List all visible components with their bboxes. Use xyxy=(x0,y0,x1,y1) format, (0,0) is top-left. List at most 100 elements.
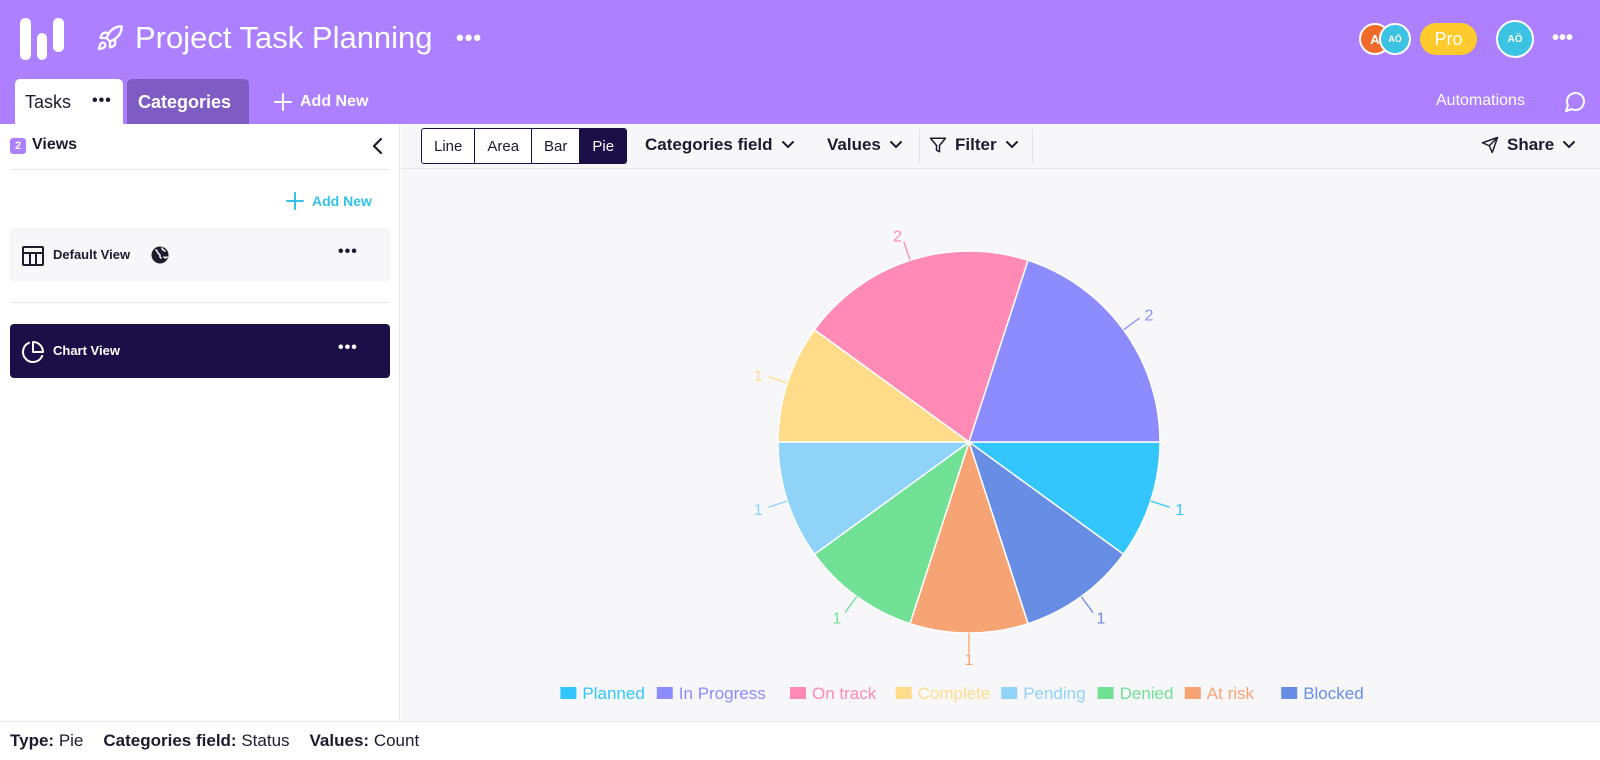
rocket-icon xyxy=(97,25,123,51)
pie-slice-pending[interactable] xyxy=(777,441,972,556)
footer-type: Type: Pie xyxy=(10,731,83,751)
legend-swatch[interactable] xyxy=(1097,687,1114,699)
chart-summary-bar: Type: Pie Categories field: Status Value… xyxy=(0,721,1600,760)
legend-label[interactable]: Planned xyxy=(582,684,644,703)
pie-label-line xyxy=(768,376,788,384)
views-sidebar: 2 Views Add New Default View ••• Chart V… xyxy=(0,124,400,721)
legend-swatch[interactable] xyxy=(790,687,806,699)
chevron-down-icon xyxy=(1005,141,1018,149)
legend-swatch[interactable] xyxy=(656,687,673,699)
page-title[interactable]: Project Task Planning xyxy=(135,20,433,55)
chart-type-line[interactable]: Line xyxy=(422,129,476,163)
app-header: Project Task Planning ••• A AÖ Pro AÖ ••… xyxy=(0,0,1600,124)
footer-categories-value: Status xyxy=(241,731,290,750)
chart-panel: Line Area Bar Pie Categories field Value… xyxy=(401,124,1600,721)
pie-data-label: 1 xyxy=(833,611,842,628)
tab-tasks[interactable]: Tasks ••• xyxy=(15,79,123,124)
pie-label-line xyxy=(768,500,788,508)
legend-label[interactable]: On track xyxy=(812,684,877,703)
tab-categories[interactable]: Categories xyxy=(127,79,249,124)
plus-icon xyxy=(286,192,304,210)
pie-slice-blocked[interactable] xyxy=(967,440,1125,625)
divider xyxy=(1032,129,1033,163)
header-more-icon[interactable]: ••• xyxy=(1552,27,1574,49)
pie-label-line xyxy=(903,241,911,261)
pie-label-line xyxy=(1150,500,1170,508)
footer-categories: Categories field: Status xyxy=(103,731,289,751)
legend-swatch[interactable] xyxy=(1001,687,1018,699)
pie-data-label: 1 xyxy=(754,368,763,385)
view-more-icon[interactable]: ••• xyxy=(338,339,358,356)
footer-values-label: Values: xyxy=(309,731,370,750)
pie-data-label: 1 xyxy=(1175,502,1184,519)
filter-dropdown[interactable]: Filter xyxy=(929,135,1019,155)
legend-label[interactable]: Blocked xyxy=(1303,684,1363,703)
legend-label[interactable]: In Progress xyxy=(679,684,766,703)
legend-swatch[interactable] xyxy=(895,687,912,699)
automations-button[interactable]: Automations xyxy=(1436,92,1525,109)
chart-type-area[interactable]: Area xyxy=(475,129,533,163)
share-label: Share xyxy=(1507,135,1555,154)
pie-slice-in-progress[interactable] xyxy=(967,259,1161,443)
chat-icon[interactable] xyxy=(1563,90,1587,114)
view-item-label: Chart View xyxy=(53,343,120,358)
chevron-down-icon xyxy=(1563,141,1576,149)
pie-label-line xyxy=(844,596,858,614)
pie-data-label: 2 xyxy=(893,229,902,246)
divider xyxy=(10,169,390,170)
globe-icon xyxy=(151,246,169,264)
pie-label-line xyxy=(1123,317,1141,331)
avatar[interactable]: AÖ xyxy=(1379,23,1411,55)
view-item-chart[interactable]: Chart View ••• xyxy=(10,324,390,378)
pie-slice-complete[interactable] xyxy=(777,328,972,443)
share-button[interactable]: Share xyxy=(1481,135,1576,155)
legend-label[interactable]: Complete xyxy=(918,684,991,703)
chart-type-bar[interactable]: Bar xyxy=(532,129,581,163)
legend-label[interactable]: Pending xyxy=(1023,684,1085,703)
plus-icon xyxy=(274,93,292,111)
view-item-default[interactable]: Default View ••• xyxy=(10,228,390,282)
divider xyxy=(919,129,920,163)
chevron-down-icon xyxy=(781,141,794,149)
pro-badge[interactable]: Pro xyxy=(1420,23,1477,55)
pie-slice-at-risk[interactable] xyxy=(909,439,1029,634)
values-dropdown[interactable]: Values xyxy=(827,135,903,155)
add-view-label: Add New xyxy=(312,193,372,209)
legend-swatch[interactable] xyxy=(1184,687,1201,699)
legend-swatch[interactable] xyxy=(1281,687,1298,699)
pie-data-label: 1 xyxy=(1097,611,1106,628)
pie-data-label: 2 xyxy=(1145,307,1154,324)
legend-swatch[interactable] xyxy=(560,687,577,699)
legend-label[interactable]: At risk xyxy=(1207,684,1255,703)
pie-slice-planned[interactable] xyxy=(966,441,1161,556)
add-tab-button[interactable]: Add New xyxy=(274,90,368,114)
pie-slice-on-track[interactable] xyxy=(813,250,1029,444)
user-avatar[interactable]: AÖ xyxy=(1496,20,1534,58)
pie-chart-icon xyxy=(22,341,44,363)
add-view-button[interactable]: Add New xyxy=(286,192,372,210)
tab-tasks-label: Tasks xyxy=(25,92,72,112)
pie-slice-denied[interactable] xyxy=(813,440,971,625)
legend-label[interactable]: Denied xyxy=(1120,684,1174,703)
filter-label: Filter xyxy=(955,135,997,154)
categories-field-label: Categories field xyxy=(645,135,773,154)
pie-data-label: 1 xyxy=(965,652,974,669)
footer-categories-label: Categories field: xyxy=(103,731,237,750)
categories-field-dropdown[interactable]: Categories field xyxy=(645,135,795,155)
view-more-icon[interactable]: ••• xyxy=(338,243,358,260)
footer-values-value: Count xyxy=(373,731,420,750)
chevron-left-icon[interactable] xyxy=(370,136,386,156)
send-icon xyxy=(1481,136,1499,154)
view-item-label: Default View xyxy=(53,247,131,262)
chart-type-pie[interactable]: Pie xyxy=(580,129,627,163)
app-logo-icon[interactable] xyxy=(18,16,68,62)
pie-data-label: 1 xyxy=(754,502,763,519)
title-more-icon[interactable]: ••• xyxy=(456,25,483,50)
chevron-down-icon xyxy=(889,141,902,149)
chart-toolbar: Line Area Bar Pie Categories field Value… xyxy=(401,124,1600,169)
tab-more-icon[interactable]: ••• xyxy=(92,92,112,109)
chart-type-switcher: Line Area Bar Pie xyxy=(421,128,628,164)
footer-type-value: Pie xyxy=(58,731,84,750)
views-heading: Views xyxy=(32,136,78,153)
views-count-badge: 2 xyxy=(10,138,26,154)
